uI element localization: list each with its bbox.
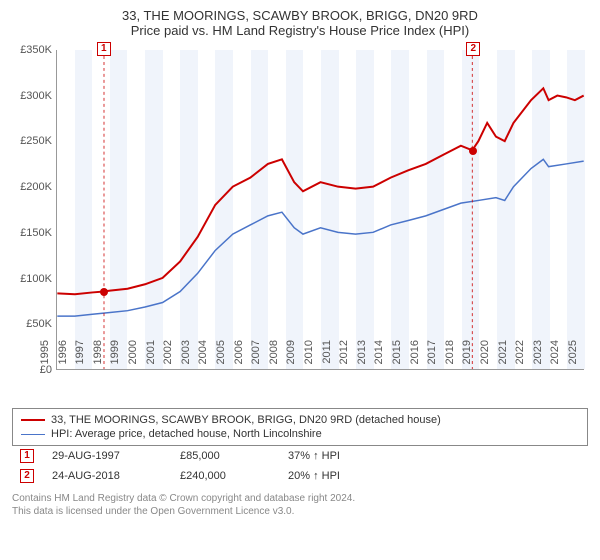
footer-attribution: Contains HM Land Registry data © Crown c…: [12, 492, 588, 518]
sale-delta: 20% ↑ HPI: [288, 470, 340, 482]
sale-row: 1 29-AUG-1997 £85,000 37% ↑ HPI: [12, 446, 588, 466]
x-axis-tick: 2025: [567, 340, 597, 374]
chart-title: 33, THE MOORINGS, SCAWBY BROOK, BRIGG, D…: [12, 8, 588, 23]
chart-subtitle: Price paid vs. HM Land Registry's House …: [12, 23, 588, 38]
sale-marker-box: 1: [97, 42, 111, 56]
series-line-property: [57, 88, 583, 294]
sale-date: 24-AUG-2018: [52, 470, 162, 482]
footer-line: This data is licensed under the Open Gov…: [12, 505, 588, 518]
sale-price: £240,000: [180, 470, 270, 482]
y-axis-tick: £150K: [12, 227, 52, 239]
sale-marker-icon: 2: [20, 469, 34, 483]
sale-row: 2 24-AUG-2018 £240,000 20% ↑ HPI: [12, 466, 588, 486]
footer-line: Contains HM Land Registry data © Crown c…: [12, 492, 588, 505]
legend-label: HPI: Average price, detached house, Nort…: [51, 428, 322, 440]
y-axis-tick: £300K: [12, 90, 52, 102]
legend-box: 33, THE MOORINGS, SCAWBY BROOK, BRIGG, D…: [12, 408, 588, 446]
chart-area: £0£50K£100K£150K£200K£250K£300K£350K 12 …: [12, 44, 588, 404]
sale-delta: 37% ↑ HPI: [288, 450, 340, 462]
y-axis-tick: £250K: [12, 135, 52, 147]
sale-marker-box: 2: [466, 42, 480, 56]
legend-swatch: [21, 419, 45, 421]
y-axis-tick: £50K: [12, 318, 52, 330]
y-axis-tick: £350K: [12, 44, 52, 56]
sales-table: 1 29-AUG-1997 £85,000 37% ↑ HPI 2 24-AUG…: [12, 446, 588, 486]
legend-item-property: 33, THE MOORINGS, SCAWBY BROOK, BRIGG, D…: [21, 413, 579, 427]
chart-lines: [57, 50, 584, 369]
legend-swatch: [21, 434, 45, 435]
sale-marker-icon: 1: [20, 449, 34, 463]
y-axis-tick: £200K: [12, 181, 52, 193]
legend-item-hpi: HPI: Average price, detached house, Nort…: [21, 427, 579, 441]
sale-point-icon: [469, 147, 477, 155]
sale-date: 29-AUG-1997: [52, 450, 162, 462]
sale-point-icon: [100, 288, 108, 296]
plot-region: 12: [56, 50, 584, 370]
legend-label: 33, THE MOORINGS, SCAWBY BROOK, BRIGG, D…: [51, 414, 441, 426]
y-axis-tick: £100K: [12, 273, 52, 285]
sale-price: £85,000: [180, 450, 270, 462]
